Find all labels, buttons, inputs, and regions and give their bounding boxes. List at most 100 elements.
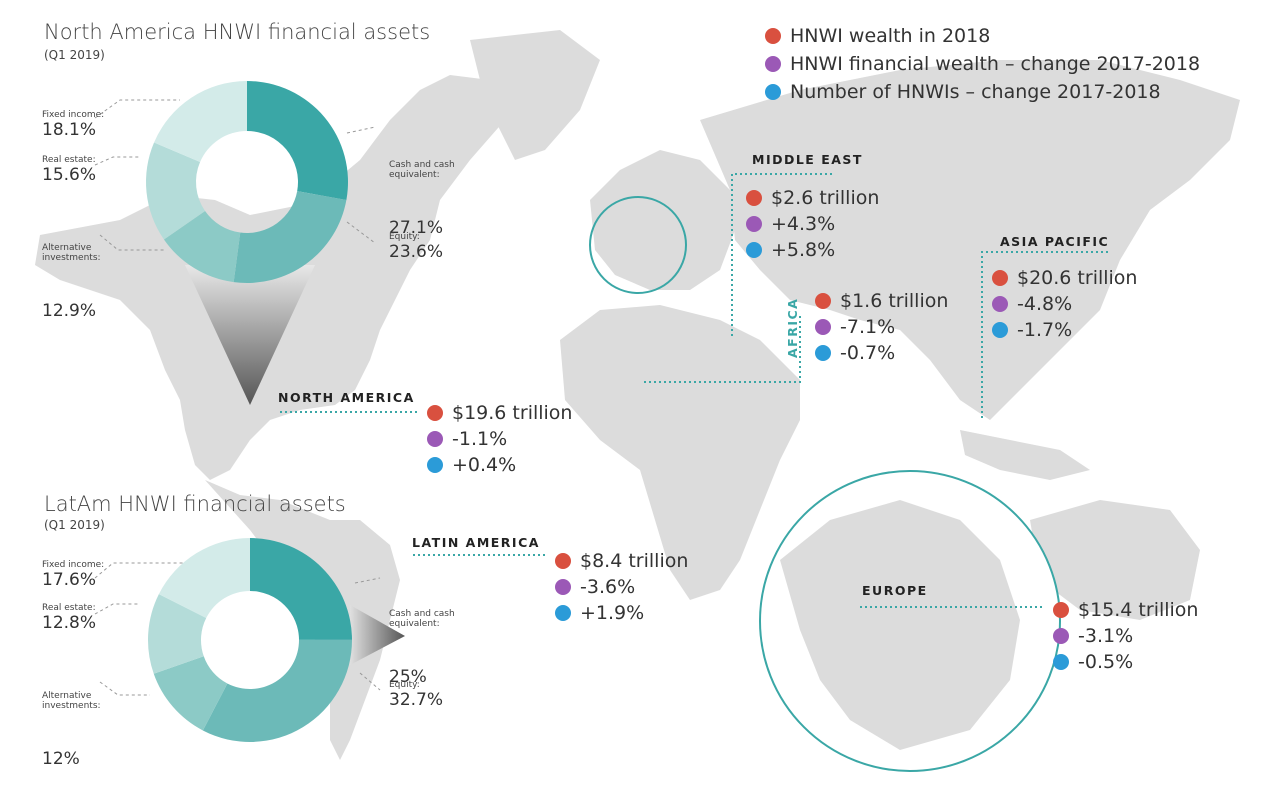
region-stats-africa: $1.6 trillion -7.1% -0.7% bbox=[815, 288, 948, 366]
africa-land bbox=[560, 305, 800, 600]
la-label-real-estate-value: 12.8% bbox=[42, 613, 97, 633]
la-label-real-estate: Real estate: 12.8% bbox=[42, 603, 96, 633]
legend-item-wealth-label: HNWI wealth in 2018 bbox=[790, 25, 991, 47]
region-name-middle-east: MIDDLE EAST bbox=[752, 152, 863, 167]
na-label-real-estate-name: Real estate: bbox=[42, 155, 96, 165]
stat-fin-change: -1.1% bbox=[452, 428, 508, 450]
la-label-fixed-income-name: Fixed income: bbox=[42, 560, 105, 570]
num-change-dot bbox=[992, 322, 1008, 338]
na-label-equity-name: Equity: bbox=[389, 232, 420, 242]
region-stats-europe: $15.4 trillion -3.1% -0.5% bbox=[1053, 597, 1198, 675]
stat-wealth: $1.6 trillion bbox=[840, 290, 949, 312]
north-america-chart-subtitle: (Q1 2019) bbox=[44, 48, 105, 62]
fin-change-dot bbox=[427, 431, 443, 447]
num-change-dot bbox=[815, 345, 831, 361]
australia-land bbox=[1030, 500, 1200, 620]
region-name-asia-pacific: ASIA PACIFIC bbox=[1000, 234, 1110, 249]
north-america-donut bbox=[145, 81, 348, 283]
fin-change-dot bbox=[992, 296, 1008, 312]
south-america-land bbox=[205, 480, 400, 760]
latam-chart-title: LatAm HNWI financial assets bbox=[44, 492, 346, 516]
greenland-land bbox=[470, 30, 600, 160]
wealth-dot bbox=[815, 293, 831, 309]
donut-slice-alternative-investments bbox=[163, 211, 241, 283]
legend-dot-blue bbox=[765, 84, 781, 100]
stat-num-change: +0.4% bbox=[452, 454, 517, 476]
latam-donut bbox=[148, 538, 352, 743]
region-stats-asia-pacific: $20.6 trillion -4.8% -1.7% bbox=[992, 265, 1137, 343]
na-label-alternative: Alternative investments: 12.9% bbox=[42, 205, 101, 359]
asia-land bbox=[700, 60, 1240, 420]
legend-item-num-change-label: Number of HNWIs – change 2017-2018 bbox=[790, 81, 1161, 103]
stat-num-change: +5.8% bbox=[771, 239, 836, 261]
wealth-dot bbox=[1053, 602, 1069, 618]
region-stats-north-america: $19.6 trillion -1.1% +0.4% bbox=[427, 400, 572, 478]
wealth-dot bbox=[427, 405, 443, 421]
na-label-alternative-value: 12.9% bbox=[42, 301, 97, 321]
legend-dot-purple bbox=[765, 56, 781, 72]
na-label-equity-value: 23.6% bbox=[389, 242, 444, 262]
donut-slice-fixed-income bbox=[158, 538, 250, 618]
legend: HNWI wealth in 2018 HNWI financial wealt… bbox=[765, 22, 1200, 106]
na-label-fixed-income: Fixed income: 18.1% bbox=[42, 110, 104, 140]
stat-fin-change: -7.1% bbox=[840, 316, 896, 338]
wealth-dot bbox=[555, 553, 571, 569]
fin-change-dot bbox=[1053, 628, 1069, 644]
na-label-cash-name: Cash and cash equivalent: bbox=[389, 160, 455, 180]
stat-fin-change: +4.3% bbox=[771, 213, 836, 235]
num-change-dot bbox=[1053, 654, 1069, 670]
stat-fin-change: -4.8% bbox=[1017, 293, 1073, 315]
fin-change-dot bbox=[746, 216, 762, 232]
donut-slice-cash-and-cash-equivalent bbox=[250, 538, 352, 640]
na-label-alternative-name: Alternative investments: bbox=[42, 243, 101, 263]
stat-num-change: +1.9% bbox=[580, 602, 645, 624]
la-label-cash: Cash and cash equivalent: 25% bbox=[389, 571, 455, 725]
la-label-real-estate-name: Real estate: bbox=[42, 603, 96, 613]
la-label-cash-name: Cash and cash equivalent: bbox=[389, 609, 455, 629]
donut-slice-equity bbox=[202, 639, 352, 743]
stat-wealth: $15.4 trillion bbox=[1078, 599, 1199, 621]
la-label-alternative: Alternative investments: 12% bbox=[42, 653, 101, 807]
north-america-chart-title: North America HNWI financial assets bbox=[44, 20, 431, 44]
stat-fin-change: -3.1% bbox=[1078, 625, 1134, 647]
fin-change-dot bbox=[815, 319, 831, 335]
la-label-fixed-income-value: 17.6% bbox=[42, 570, 97, 590]
stat-wealth: $8.4 trillion bbox=[580, 550, 689, 572]
donut-slice-real-estate bbox=[145, 142, 206, 240]
la-label-equity-name: Equity: bbox=[389, 680, 420, 690]
stat-fin-change: -3.6% bbox=[580, 576, 636, 598]
region-name-latin-america: LATIN AMERICA bbox=[412, 535, 540, 550]
num-change-dot bbox=[746, 242, 762, 258]
wealth-dot bbox=[746, 190, 762, 206]
donut-slice-alternative-investments bbox=[153, 656, 228, 731]
stat-wealth: $2.6 trillion bbox=[771, 187, 880, 209]
na-label-cash-value: 27.1% bbox=[389, 218, 444, 238]
world-map bbox=[35, 30, 1240, 772]
europe-zoom-land bbox=[780, 500, 1020, 750]
legend-item-wealth: HNWI wealth in 2018 bbox=[765, 22, 1200, 50]
fin-change-dot bbox=[555, 579, 571, 595]
stat-wealth: $20.6 trillion bbox=[1017, 267, 1138, 289]
la-label-alternative-name: Alternative investments: bbox=[42, 691, 101, 711]
legend-item-fin-change-label: HNWI financial wealth – change 2017-2018 bbox=[790, 53, 1201, 75]
wealth-dot bbox=[992, 270, 1008, 286]
na-label-equity: Equity: 23.6% bbox=[389, 232, 443, 262]
region-stats-middle-east: $2.6 trillion +4.3% +5.8% bbox=[746, 185, 879, 263]
donut-slice-fixed-income bbox=[154, 81, 247, 163]
region-name-north-america: NORTH AMERICA bbox=[278, 390, 415, 405]
latam-chart-subtitle: (Q1 2019) bbox=[44, 518, 105, 532]
stat-num-change: -0.5% bbox=[1078, 651, 1134, 673]
region-name-europe: EUROPE bbox=[862, 583, 928, 598]
legend-dot-red bbox=[765, 28, 781, 44]
stat-wealth: $19.6 trillion bbox=[452, 402, 573, 424]
la-label-fixed-income: Fixed income: 17.6% bbox=[42, 560, 104, 590]
donut-label-leaders bbox=[94, 99, 381, 696]
legend-item-num-change: Number of HNWIs – change 2017-2018 bbox=[765, 78, 1200, 106]
na-label-cash: Cash and cash equivalent: 27.1% bbox=[389, 122, 455, 276]
na-label-fixed-income-name: Fixed income: bbox=[42, 110, 105, 120]
na-label-real-estate-value: 15.6% bbox=[42, 165, 97, 185]
region-leader-lines bbox=[280, 173, 1110, 608]
donut-slice-equity bbox=[233, 191, 347, 283]
europe-locator-circle bbox=[589, 196, 687, 294]
infographic: North America HNWI financial assets (Q1 … bbox=[35, 20, 1240, 772]
